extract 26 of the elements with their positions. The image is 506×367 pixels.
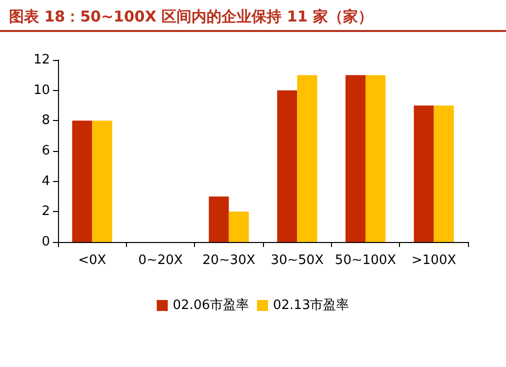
x-tick-label: 20~30X bbox=[202, 253, 256, 268]
x-tick-label: 0~20X bbox=[138, 253, 183, 268]
bar bbox=[366, 75, 386, 242]
x-tick-label: >100X bbox=[412, 253, 456, 268]
bar bbox=[346, 75, 366, 242]
legend-label: 02.06市盈率 bbox=[172, 297, 249, 313]
bar bbox=[414, 106, 434, 242]
x-tick-label: <0X bbox=[78, 253, 106, 268]
bar bbox=[92, 120, 112, 242]
x-tick-label: 50~100X bbox=[334, 253, 396, 268]
bar bbox=[277, 90, 298, 242]
y-tick-label: 2 bbox=[42, 204, 50, 220]
y-tick-label: 8 bbox=[42, 113, 50, 128]
chart-title: 图表 18：50~100X 区间内的企业保持 11 家（家） bbox=[9, 8, 373, 26]
bar bbox=[434, 106, 454, 242]
y-tick-label: 6 bbox=[42, 144, 50, 158]
bar bbox=[208, 196, 229, 242]
x-tick-label: 30~50X bbox=[270, 253, 324, 268]
y-tick-label: 10 bbox=[33, 82, 50, 98]
bar bbox=[297, 75, 318, 242]
bar bbox=[72, 120, 92, 242]
y-tick-label: 0 bbox=[42, 234, 50, 250]
y-tick-label: 12 bbox=[33, 52, 50, 68]
bar bbox=[228, 212, 249, 242]
y-tick-label: 4 bbox=[42, 174, 50, 189]
legend-label: 02.13市盈率 bbox=[273, 297, 350, 313]
